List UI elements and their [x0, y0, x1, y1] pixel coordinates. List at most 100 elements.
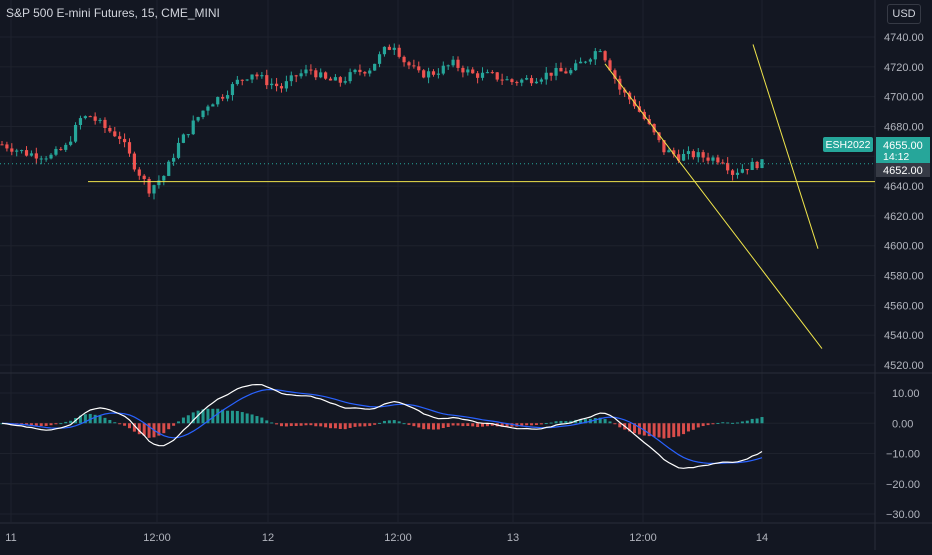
- candle-body: [64, 144, 68, 150]
- candle-body: [407, 62, 411, 66]
- macd-histogram-bar: [412, 423, 416, 427]
- macd-histogram-bar: [29, 423, 33, 426]
- candle-body: [152, 185, 156, 194]
- macd-histogram-bar: [113, 422, 117, 424]
- candle-body: [495, 72, 499, 80]
- macd-histogram-bar: [613, 423, 617, 425]
- candle-body: [686, 151, 691, 154]
- candle-body: [667, 150, 671, 153]
- grid: [0, 0, 875, 522]
- macd-histogram-bar: [78, 415, 82, 424]
- macd-histogram-bar: [343, 423, 347, 430]
- candle-body: [730, 170, 735, 175]
- macd-histogram-bar: [230, 410, 234, 424]
- macd-histogram-bar: [490, 423, 494, 426]
- candle-body: [397, 47, 401, 57]
- time-axis[interactable]: 11 12:00 12 12:00 13 12:00 14: [5, 532, 768, 544]
- candle-body: [735, 172, 740, 175]
- candle-body: [446, 65, 450, 67]
- candle-body: [103, 119, 107, 128]
- macd-histogram-bar: [481, 423, 485, 427]
- macd-histogram-bar: [696, 423, 700, 428]
- symbol-badge-text: ESH2022: [826, 139, 871, 151]
- macd-histogram-bar: [500, 423, 504, 427]
- candle-body: [230, 84, 235, 96]
- macd-histogram-bar: [181, 417, 185, 424]
- candle-body: [485, 72, 490, 74]
- candle-body: [54, 148, 58, 155]
- macd-tick-label: −30.00: [886, 509, 920, 521]
- macd-pane: [0, 383, 764, 469]
- macd-histogram-bar: [157, 423, 161, 436]
- macd-histogram-bar: [476, 423, 480, 428]
- candle-body: [260, 75, 264, 77]
- macd-histogram-bar: [441, 423, 445, 429]
- macd-histogram-bar: [549, 422, 553, 424]
- macd-histogram-bar: [608, 421, 612, 424]
- candle-body: [549, 72, 553, 76]
- macd-histogram-bar: [628, 423, 632, 432]
- candle-body: [245, 79, 249, 81]
- candle-body: [760, 159, 764, 169]
- macd-histogram-bar: [716, 422, 720, 424]
- macd-histogram-bar: [353, 423, 357, 427]
- candle-body: [358, 69, 362, 73]
- macd-histogram-bar: [358, 423, 362, 427]
- currency-button[interactable]: USD: [887, 4, 921, 24]
- candle-body: [39, 158, 43, 160]
- macd-histogram-bar: [633, 423, 637, 434]
- candle-body: [181, 134, 186, 143]
- candle-body: [176, 142, 181, 158]
- macd-histogram-bar: [451, 423, 455, 426]
- price-tick-label: 4740.00: [884, 32, 924, 44]
- candle-body: [172, 157, 176, 162]
- candle-body: [240, 79, 244, 81]
- macd-histogram-bar: [520, 423, 524, 427]
- drawings[interactable]: [88, 44, 875, 349]
- candle-body: [677, 154, 681, 161]
- candle-body: [578, 61, 583, 64]
- candle-body: [387, 46, 391, 50]
- time-tick-label: 11: [5, 532, 16, 544]
- candle-body: [711, 157, 715, 161]
- macd-histogram-bar: [652, 423, 656, 437]
- channel-upper-line[interactable]: [752, 44, 819, 249]
- candle-body: [588, 59, 592, 62]
- candle-body: [343, 81, 347, 83]
- macd-histogram-bar: [427, 423, 431, 430]
- macd-histogram-bar: [726, 422, 730, 424]
- last-price-badge: [876, 137, 930, 163]
- candle-body: [564, 71, 568, 74]
- candle-body: [289, 75, 293, 82]
- candle-body: [574, 63, 578, 71]
- macd-histogram-bar: [554, 421, 558, 424]
- macd-tick-label: 10.00: [892, 388, 920, 400]
- macd-histogram-bar: [59, 423, 63, 425]
- macd-histogram-bar: [83, 414, 87, 424]
- macd-histogram-bar: [44, 423, 48, 426]
- macd-histogram-bar: [265, 420, 269, 424]
- price-axis[interactable]: 4520.00 4540.00 4560.00 4580.00 4600.00 4620.…: [884, 32, 924, 521]
- candle-body: [333, 77, 338, 81]
- macd-histogram-bar: [706, 423, 710, 426]
- channel-lower-line[interactable]: [604, 63, 823, 349]
- candle-body: [745, 169, 749, 171]
- macd-histogram-bar: [363, 423, 367, 427]
- macd-histogram-bar: [579, 419, 583, 424]
- macd-tick-label: −20.00: [886, 479, 920, 491]
- candle-body: [740, 169, 744, 173]
- macd-histogram-bar: [755, 418, 759, 424]
- macd-histogram-bar: [304, 423, 308, 426]
- macd-histogram-bar: [211, 408, 215, 424]
- candle-body: [382, 46, 387, 55]
- candle-body: [515, 82, 519, 84]
- candle-body: [132, 153, 136, 170]
- macd-line: [1, 383, 763, 469]
- last-price-text: 4655.00: [883, 140, 923, 152]
- macd-histogram-bar: [382, 420, 386, 424]
- macd-histogram-bar: [309, 423, 313, 426]
- macd-histogram-bar: [142, 423, 146, 436]
- price-tick-label: 4600.00: [884, 241, 924, 253]
